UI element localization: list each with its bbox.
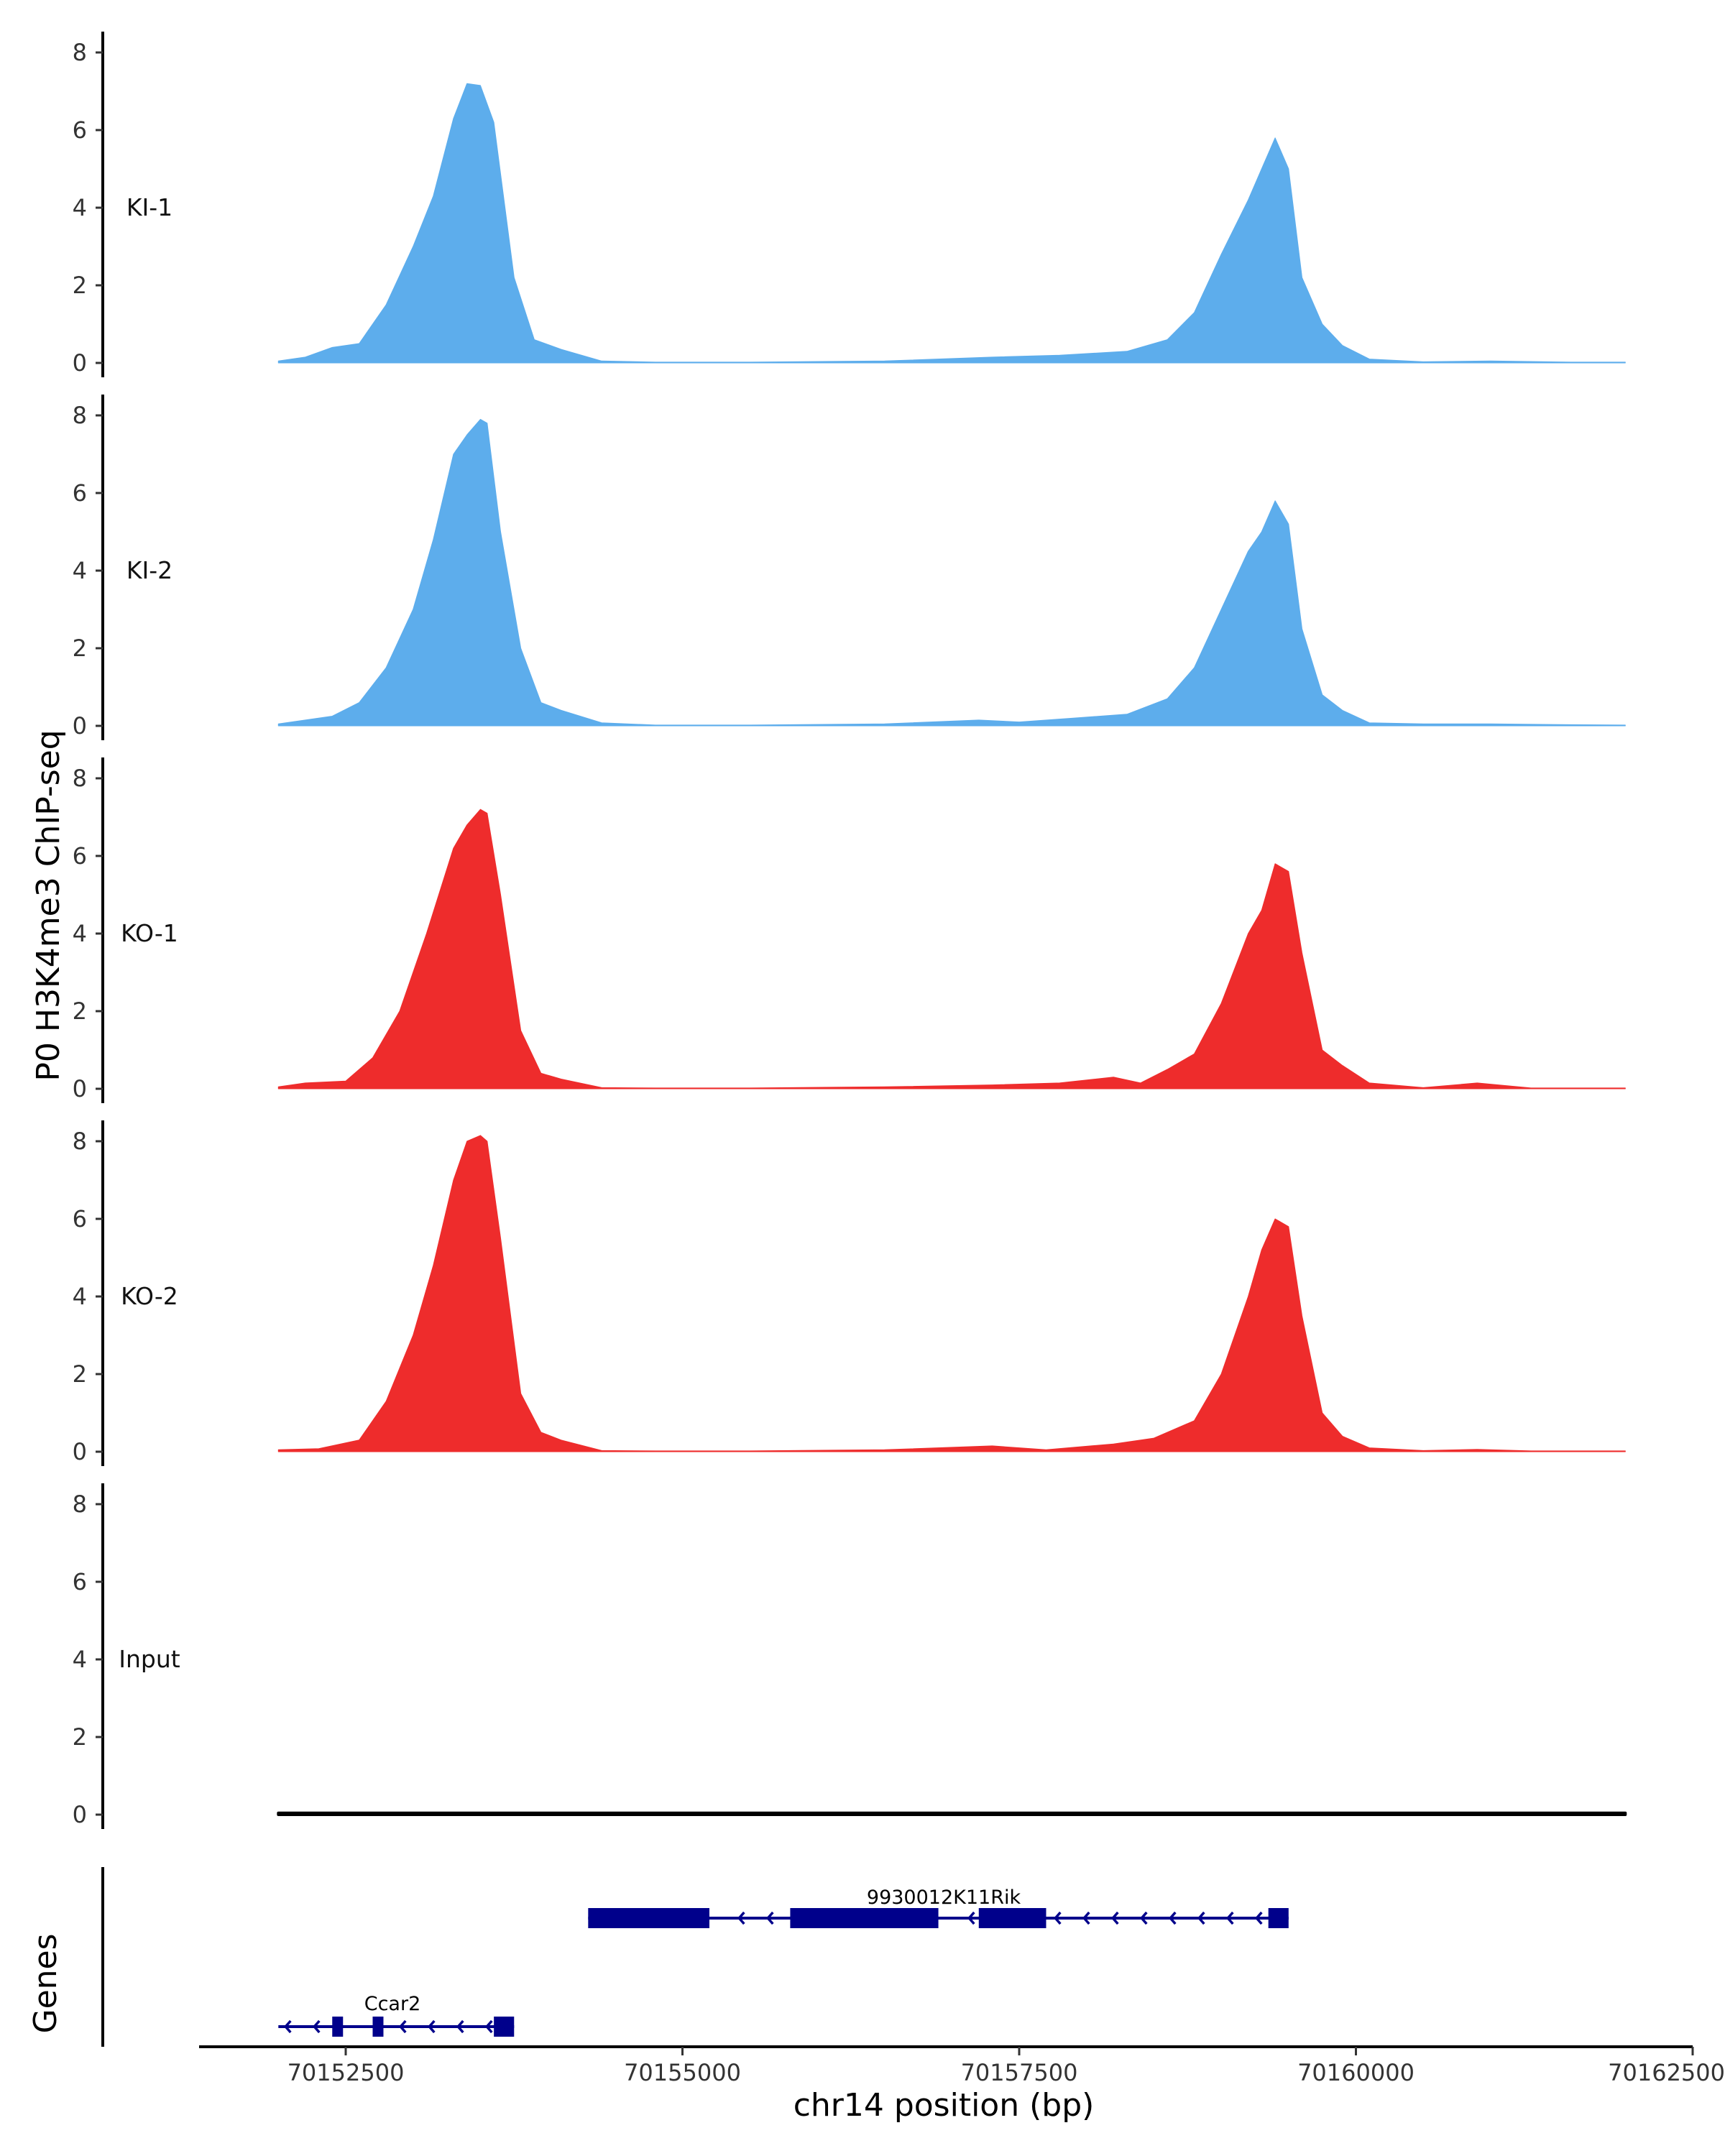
exon-block [494, 2017, 515, 2037]
strand-arrow [1197, 1911, 1205, 1925]
track-input: 0 2 4 6 8 Input [73, 1483, 1627, 1829]
strand-arrow [484, 2019, 493, 2034]
coverage-area-ko-2 [277, 1135, 1626, 1452]
y-tick-label: 8 [73, 1128, 87, 1155]
exon-block [372, 2017, 384, 2037]
y-tick-label: 2 [73, 635, 87, 662]
strand-arrow [1254, 1911, 1263, 1925]
track-ki-1: 0 2 4 6 8 KI-1 [73, 32, 1626, 377]
strand-arrow [398, 2019, 407, 2034]
strand-arrow [1139, 1911, 1148, 1925]
x-axis: 70152500 70155000 70157500 70160000 70162500 [199, 2045, 1725, 2086]
x-tick-label: 70160000 [1297, 2059, 1414, 2086]
track-ki-2: 0 2 4 6 8 KI-2 [73, 395, 1626, 740]
gene-ccar2: Ccar2 [278, 1993, 515, 2037]
y-tick-label: 6 [73, 1205, 87, 1233]
track-label: KO-1 [121, 919, 178, 947]
strand-arrow [427, 2019, 436, 2034]
y-tick-label: 8 [73, 402, 87, 429]
y-tick-label: 0 [73, 1801, 87, 1828]
y-tick-label: 0 [73, 349, 87, 377]
gene-label: Ccar2 [364, 1993, 421, 2015]
y-tick-label: 4 [73, 1283, 87, 1310]
y-tick-label: 8 [73, 39, 87, 66]
y-tick-label: 6 [73, 1568, 87, 1595]
strand-arrow [1168, 1911, 1177, 1925]
strand-arrow [283, 2019, 292, 2034]
x-tick-label: 70157500 [961, 2059, 1078, 2086]
strand-arrow [765, 1911, 774, 1925]
track-ko-2: 0 2 4 6 8 KO-2 [73, 1120, 1626, 1466]
y-tick-label: 2 [73, 998, 87, 1025]
exon-block [588, 1908, 709, 1928]
x-tick-label: 70155000 [624, 2059, 741, 2086]
y-tick-label: 4 [73, 194, 87, 221]
strand-arrow [1082, 1911, 1090, 1925]
y-tick-label: 2 [73, 1723, 87, 1751]
coverage-tracks: 0 2 4 6 8 KI-1 0 2 4 6 8 KI-2 0 2 4 6 8 KO-1 0 2 4 6 8 KO-2 0 2 4 6… [73, 32, 1627, 1829]
y-tick-label: 8 [73, 1491, 87, 1518]
exon-block [332, 2017, 344, 2037]
y-tick-label: 8 [73, 765, 87, 792]
y-tick-label: 4 [73, 920, 87, 947]
strand-arrow [456, 2019, 464, 2034]
y-tick-label: 0 [73, 1438, 87, 1465]
gene-label: 9930012K11Rik [867, 1886, 1021, 1909]
x-tick-label: 70162500 [1608, 2059, 1725, 2086]
track-label: KI-2 [126, 556, 172, 584]
track-label: KI-1 [126, 193, 172, 221]
strand-arrow [1225, 1911, 1234, 1925]
y-tick-label: 6 [73, 116, 87, 144]
x-tick-label: 70152500 [288, 2059, 405, 2086]
y-tick-label: 6 [73, 842, 87, 870]
y-tick-label: 0 [73, 712, 87, 740]
track-label: KO-2 [121, 1282, 178, 1310]
exon-block [790, 1908, 939, 1928]
coverage-area-ki-2 [277, 418, 1626, 727]
strand-arrow [967, 1911, 975, 1925]
gene-9930012k11rik: 9930012K11Rik [588, 1886, 1289, 1928]
genes-track-title: Genes [27, 1933, 64, 2033]
strand-arrow [737, 1911, 745, 1925]
y-tick-label: 4 [73, 557, 87, 584]
strand-arrow [1110, 1911, 1119, 1925]
coverage-area-ko-1 [277, 808, 1626, 1089]
genes-panel: 9930012K11Rik Ccar2 [101, 1867, 1289, 2047]
y-tick-label: 4 [73, 1646, 87, 1673]
strand-arrow [1053, 1911, 1062, 1925]
strand-arrow [312, 2019, 321, 2034]
coverage-area-ki-1 [277, 83, 1626, 364]
coverage-area-input [277, 1811, 1627, 1816]
y-tick-label: 2 [73, 272, 87, 299]
exon-block [1268, 1908, 1289, 1928]
exon-block [978, 1908, 1046, 1928]
y-tick-label: 0 [73, 1075, 87, 1102]
track-ko-1: 0 2 4 6 8 KO-1 [73, 757, 1626, 1103]
y-axis-title: P0 H3K4me3 ChIP-seq [30, 729, 67, 1081]
x-axis-title: chr14 position (bp) [794, 2087, 1095, 2124]
y-tick-label: 2 [73, 1360, 87, 1388]
y-tick-label: 6 [73, 479, 87, 507]
track-label: Input [119, 1645, 180, 1673]
